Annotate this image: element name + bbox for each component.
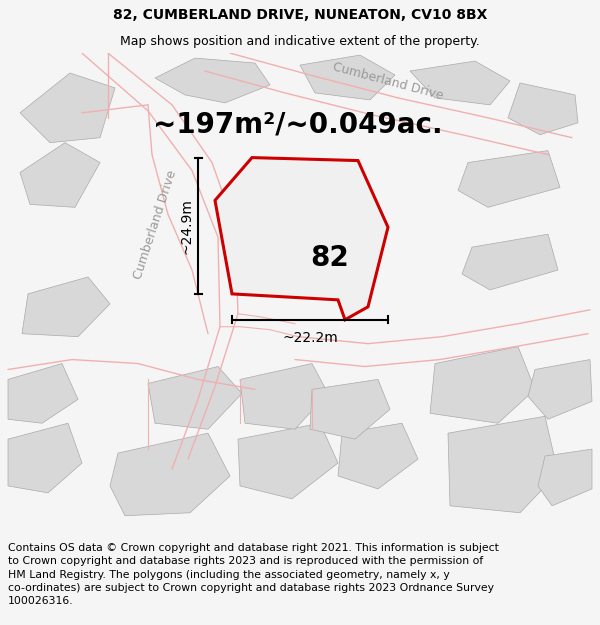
Polygon shape xyxy=(148,366,242,429)
Text: Map shows position and indicative extent of the property.: Map shows position and indicative extent… xyxy=(120,35,480,48)
Polygon shape xyxy=(110,433,230,516)
Polygon shape xyxy=(22,277,110,337)
Polygon shape xyxy=(20,142,100,208)
Polygon shape xyxy=(508,83,578,135)
Polygon shape xyxy=(410,61,510,105)
Text: Contains OS data © Crown copyright and database right 2021. This information is : Contains OS data © Crown copyright and d… xyxy=(8,543,499,606)
Polygon shape xyxy=(462,234,558,290)
Polygon shape xyxy=(238,423,338,499)
Polygon shape xyxy=(240,364,328,429)
Text: 82, CUMBERLAND DRIVE, NUNEATON, CV10 8BX: 82, CUMBERLAND DRIVE, NUNEATON, CV10 8BX xyxy=(113,8,487,22)
Polygon shape xyxy=(430,347,535,423)
Text: ~197m²/~0.049ac.: ~197m²/~0.049ac. xyxy=(153,111,443,139)
Polygon shape xyxy=(215,158,388,320)
Polygon shape xyxy=(300,55,395,100)
Polygon shape xyxy=(458,151,560,208)
Polygon shape xyxy=(528,359,592,419)
Polygon shape xyxy=(338,423,418,489)
Text: 82: 82 xyxy=(311,244,349,272)
Polygon shape xyxy=(155,58,270,103)
Polygon shape xyxy=(538,449,592,506)
Text: ~24.9m: ~24.9m xyxy=(179,198,193,254)
Text: Cumberland Drive: Cumberland Drive xyxy=(331,60,445,102)
Polygon shape xyxy=(310,379,390,439)
Polygon shape xyxy=(8,423,82,493)
Polygon shape xyxy=(8,364,78,423)
Polygon shape xyxy=(448,416,558,512)
Text: ~22.2m: ~22.2m xyxy=(282,331,338,344)
Text: Cumberland Drive: Cumberland Drive xyxy=(131,168,179,281)
Polygon shape xyxy=(20,73,115,142)
